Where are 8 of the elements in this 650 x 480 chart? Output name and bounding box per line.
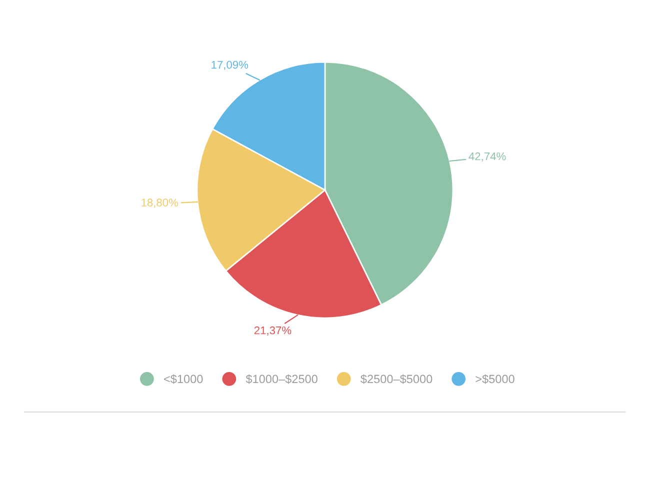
data-label: 17,09% <box>212 60 248 70</box>
legend-label: $1000–$2500 <box>246 374 318 384</box>
legend-label: $2500–$5000 <box>360 374 432 384</box>
data-label: 42,74% <box>468 152 506 162</box>
data-label: 21,37% <box>254 326 292 336</box>
data-label: 18,80% <box>142 198 178 208</box>
legend-label: >$5000 <box>476 374 514 384</box>
legend-label: <$1000 <box>164 374 203 384</box>
